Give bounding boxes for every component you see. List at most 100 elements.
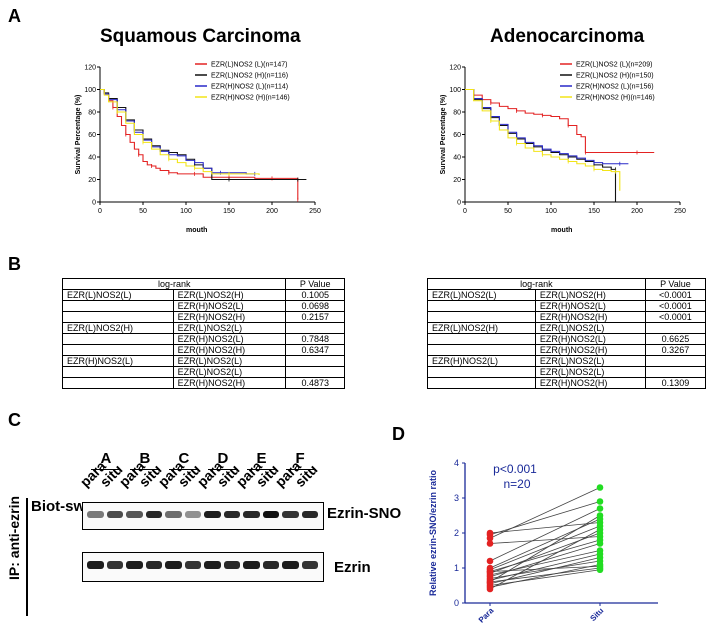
km-y-tick-label: 20 [88,177,96,184]
scatter-point-situ [596,562,604,570]
p-value-cell [644,366,707,378]
group-b-cell: EZR(L)NOS2(H) [534,289,646,301]
group-b-cell: EZR(H)NOS2(L) [534,300,646,312]
group-b-cell: EZR(L)NOS2(H) [172,289,287,301]
km-y-tick-label: 120 [84,65,96,72]
scatter-y-tick-label: 2 [454,528,459,538]
km-title-squamous: Squamous Carcinoma [100,26,301,47]
blot-group-underline [207,469,238,470]
scatter-pair-line [489,508,601,562]
ezrin-sno-band [126,511,143,518]
ezrin-sno-band [106,511,123,518]
scatter-pair-line [489,553,601,581]
table-header-row: log-rank P Value [427,278,707,290]
ezrin-band [301,561,318,569]
table-row: EZR(H)NOS2(L) EZR(L)NOS2(L) [62,355,345,367]
ratio-scatter-plot: 0 1 2 3 4 Para Situ Relative ezrin-SNO/ezrin ra… [428,458,658,625]
group-a-cell [427,311,536,323]
km-legend-label: EZR(L)NOS2 (L)(n=147) [211,62,287,69]
scatter-point-para [486,557,494,565]
biot-sw-label: Biot-sw [31,498,86,515]
scatter-point-situ [596,526,604,533]
table-header-logrank: log-rank [61,278,287,290]
group-b-cell: EZR(L)NOS2(L) [172,322,287,334]
group-a-cell [62,366,174,378]
km-x-tick-label: 150 [223,208,235,215]
group-a-cell: EZR(L)NOS2(L) [62,289,174,301]
km-y-tick-label: 80 [453,110,461,117]
ezrin-band [204,561,221,569]
km-x-tick-label: 200 [631,208,643,215]
km-series-line-0 [100,88,299,200]
table-row: EZR(H)NOS2(H) 0.3267 [427,344,707,356]
ip-label: IP: anti-ezrin [6,495,22,580]
km-y-tick-label: 120 [449,65,461,72]
panel-label-c: C [8,410,21,430]
km-x-tick-label: 100 [545,208,557,215]
scatter-y-label: Relative ezrin-SNO/ezrin ratio [428,469,438,596]
scatter-pair-line [489,569,601,586]
group-b-cell: EZR(H)NOS2(L) [172,333,287,345]
ezrin-sno-band [145,511,162,518]
panel-label-a: A [8,6,21,26]
blot-group-underline [168,469,199,470]
ezrin-band [126,561,143,569]
group-a-cell [427,333,536,345]
p-value-cell [644,355,707,367]
km-legend-label: EZR(L)NOS2 (H)(n=116) [211,73,288,80]
km-title-adeno: Adenocarcinoma [490,26,645,47]
western-blot-panel: IP: anti-ezrin Biot-sw Ezrin-SNO Ezrin A… [0,440,401,632]
ezrin-band [87,561,104,569]
scatter-category-label: Situ [588,606,605,623]
km-y-tick-label: 60 [453,132,461,139]
blot-group-underline [285,469,316,470]
group-b-cell: EZR(H)NOS2(L) [172,300,287,312]
group-b-cell: EZR(H)NOS2(H) [534,377,646,389]
group-b-cell: EZR(L)NOS2(L) [534,322,646,334]
ezrin-band [243,561,260,569]
table-header-logrank: log-rank [427,278,646,290]
table-header-pvalue: P Value [644,278,707,290]
p-value-cell: 0.6625 [644,333,707,345]
group-a-cell: EZR(H)NOS2(L) [62,355,174,367]
group-a-cell [62,377,174,389]
p-value-cell: 0.6347 [285,344,345,356]
scatter-point-para [486,578,494,586]
scatter-pair-line [489,525,601,571]
table-row: EZR(L)NOS2(L) [62,366,345,378]
km-x-tick-label: 150 [588,208,600,215]
group-b-cell: EZR(H)NOS2(H) [534,311,646,323]
group-a-cell [427,300,536,312]
scatter-pair-line [489,536,601,544]
scatter-point-situ [596,512,604,519]
p-value-cell: <0.0001 [644,311,707,323]
group-b-cell: EZR(H)NOS2(H) [172,344,287,356]
p-value-cell [644,322,707,334]
ezrin-sno-band [184,511,201,518]
scatter-p-value: p<0.001 [493,462,537,476]
group-a-cell: EZR(H)NOS2(L) [427,355,536,367]
blot-group-underline [90,469,121,470]
km-y-tick-label: 20 [453,177,461,184]
km-x-tick-label: 250 [674,208,686,215]
km-y-label: Survival Percentage (%) [75,95,82,175]
km-x-tick-label: 0 [463,208,467,215]
scatter-point-situ [596,540,604,547]
scatter-point-para [486,540,494,547]
scatter-pair-line [489,529,601,590]
p-value-cell: 0.2157 [285,311,345,323]
blot-group-label: C [178,450,190,467]
blot-group-underline [246,469,277,470]
p-value-cell [285,355,345,367]
km-y-tick-label: 60 [88,132,96,139]
group-b-cell: EZR(L)NOS2(L) [172,355,287,367]
group-a-cell [427,344,536,356]
km-y-tick-label: 40 [453,155,461,162]
ip-bracket-line [26,498,28,616]
km-y-tick-label: 80 [88,110,96,117]
km-y-tick-label: 100 [449,87,461,94]
scatter-pair-line [489,518,601,569]
km-legend-label: EZR(H)NOS2 (H)(n=146) [211,95,290,102]
p-value-cell: 0.1309 [644,377,707,389]
blot-group-label: A [100,450,112,467]
